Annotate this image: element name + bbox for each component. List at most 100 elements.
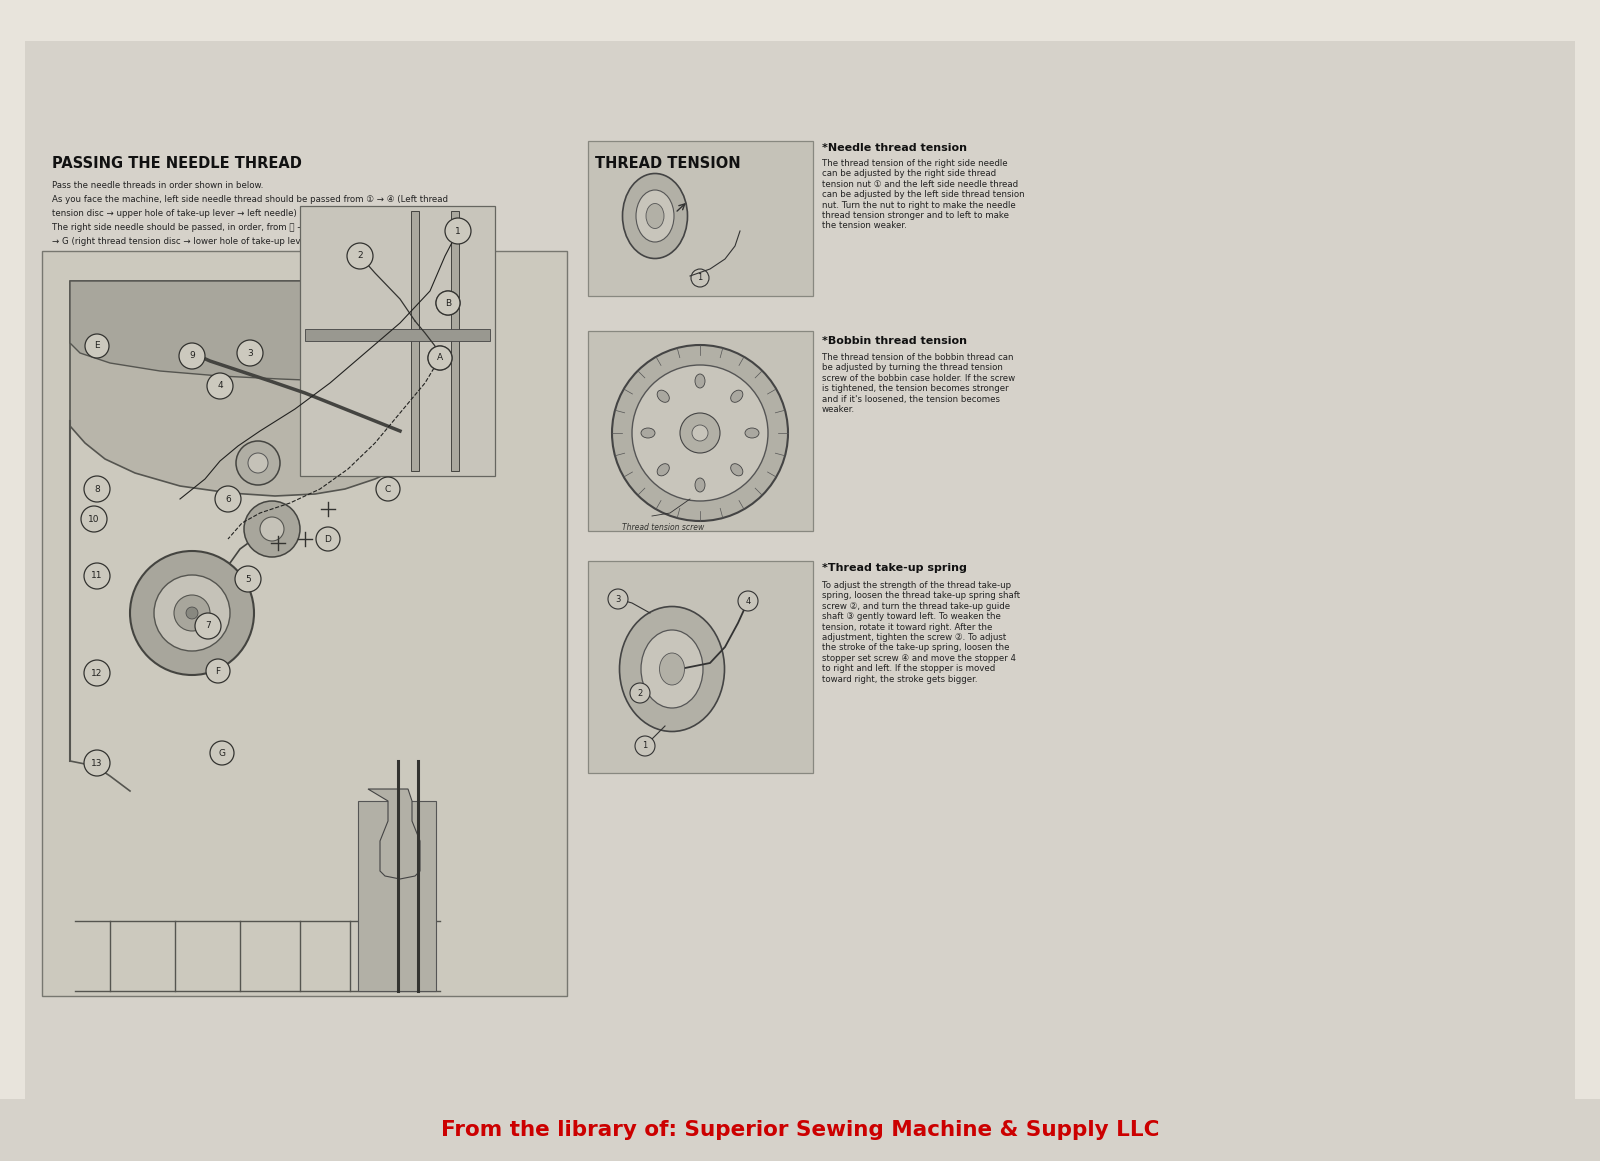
Ellipse shape	[659, 652, 685, 685]
Text: D: D	[325, 534, 331, 543]
Circle shape	[635, 736, 654, 756]
Circle shape	[446, 219, 470, 243]
Ellipse shape	[622, 173, 688, 259]
Text: Pass the needle threads in order shown in below.: Pass the needle threads in order shown i…	[51, 181, 264, 190]
Ellipse shape	[646, 203, 664, 229]
Text: Thread tension screw: Thread tension screw	[622, 522, 704, 532]
Bar	[451, 211, 459, 471]
Circle shape	[630, 683, 650, 704]
Bar	[589, 561, 813, 773]
Text: 6: 6	[226, 495, 230, 504]
Circle shape	[435, 291, 461, 315]
Circle shape	[83, 659, 110, 686]
Bar	[358, 801, 435, 991]
Ellipse shape	[637, 190, 674, 241]
Circle shape	[632, 365, 768, 502]
Text: 10: 10	[88, 514, 99, 524]
Circle shape	[195, 613, 221, 639]
Circle shape	[691, 425, 707, 441]
Text: PASSING THE NEEDLE THREAD: PASSING THE NEEDLE THREAD	[51, 156, 302, 171]
Circle shape	[210, 741, 234, 765]
Bar	[411, 211, 419, 471]
Text: To adjust the strength of the thread take-up
spring, loosen the thread take-up s: To adjust the strength of the thread tak…	[822, 580, 1021, 684]
Text: C: C	[386, 484, 390, 493]
Circle shape	[174, 594, 210, 630]
Circle shape	[435, 291, 461, 315]
Text: The thread tension of the right side needle
can be adjusted by the right side th: The thread tension of the right side nee…	[822, 159, 1024, 230]
Bar	[0, 1099, 1600, 1161]
Text: 2: 2	[357, 251, 363, 261]
Text: A: A	[437, 353, 443, 362]
Text: 1: 1	[454, 226, 461, 236]
Circle shape	[611, 345, 787, 521]
Text: THREAD TENSION: THREAD TENSION	[595, 156, 741, 171]
Ellipse shape	[731, 390, 742, 403]
Text: 2: 2	[357, 252, 363, 260]
Text: The thread tension of the bobbin thread can
be adjusted by turning the thread te: The thread tension of the bobbin thread …	[822, 353, 1014, 414]
Circle shape	[235, 567, 261, 592]
Text: 3: 3	[616, 594, 621, 604]
Circle shape	[243, 502, 301, 557]
Circle shape	[237, 340, 262, 366]
Bar	[589, 331, 813, 531]
Text: 13: 13	[91, 758, 102, 767]
Text: 11: 11	[91, 571, 102, 580]
Circle shape	[429, 346, 453, 370]
Bar	[589, 140, 813, 296]
Text: From the library of: Superior Sewing Machine & Supply LLC: From the library of: Superior Sewing Mac…	[440, 1120, 1160, 1140]
Bar	[301, 205, 494, 476]
Text: tension disc → upper hole of take-up lever → left needle): tension disc → upper hole of take-up lev…	[51, 209, 296, 218]
Circle shape	[691, 269, 709, 287]
Text: As you face the machine, left side needle thread should be passed from ① → ④ (Le: As you face the machine, left side needl…	[51, 195, 448, 204]
Polygon shape	[368, 789, 419, 879]
Circle shape	[82, 506, 107, 532]
Circle shape	[349, 244, 371, 268]
Circle shape	[186, 607, 198, 619]
Circle shape	[83, 563, 110, 589]
Ellipse shape	[619, 606, 725, 731]
Bar	[42, 251, 566, 996]
Circle shape	[214, 486, 242, 512]
Text: 7: 7	[205, 621, 211, 630]
Text: 1: 1	[698, 274, 702, 282]
Text: 4: 4	[218, 382, 222, 390]
Circle shape	[680, 413, 720, 453]
Ellipse shape	[658, 463, 669, 476]
Text: 1: 1	[642, 742, 648, 750]
Text: 3: 3	[246, 348, 253, 358]
Ellipse shape	[642, 630, 702, 708]
Ellipse shape	[731, 463, 742, 476]
Text: *Thread take-up spring: *Thread take-up spring	[822, 563, 966, 574]
Text: 8: 8	[94, 484, 99, 493]
Circle shape	[85, 334, 109, 358]
Ellipse shape	[694, 478, 706, 492]
Text: → G (right thread tension disc → lower hole of take-up lever → right needle): → G (right thread tension disc → lower h…	[51, 237, 378, 246]
Circle shape	[608, 589, 627, 610]
Circle shape	[83, 476, 110, 502]
Circle shape	[317, 527, 339, 551]
Text: 12: 12	[91, 669, 102, 678]
Ellipse shape	[658, 390, 669, 403]
Text: *Needle thread tension: *Needle thread tension	[822, 143, 966, 153]
Circle shape	[237, 441, 280, 485]
Circle shape	[347, 243, 373, 269]
Circle shape	[83, 750, 110, 776]
Text: A: A	[437, 353, 443, 363]
Circle shape	[179, 342, 205, 369]
Ellipse shape	[694, 374, 706, 388]
Text: F: F	[216, 666, 221, 676]
Circle shape	[154, 575, 230, 651]
Text: G: G	[219, 749, 226, 757]
Text: E: E	[94, 341, 99, 351]
Bar	[306, 329, 490, 341]
Polygon shape	[70, 281, 453, 496]
Text: 1: 1	[454, 226, 461, 236]
Circle shape	[206, 373, 234, 399]
Text: *Bobbin thread tension: *Bobbin thread tension	[822, 336, 966, 346]
Ellipse shape	[746, 428, 758, 438]
Text: B: B	[445, 298, 451, 308]
Circle shape	[259, 517, 285, 541]
Text: 4: 4	[746, 597, 750, 606]
Circle shape	[429, 346, 453, 370]
Circle shape	[206, 659, 230, 683]
